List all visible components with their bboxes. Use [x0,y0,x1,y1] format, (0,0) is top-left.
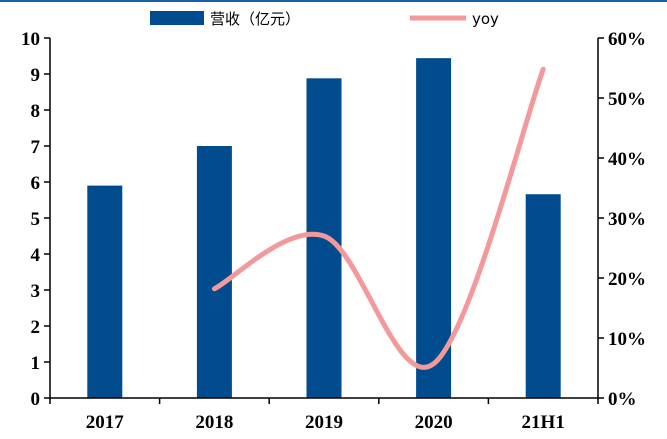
left-tick-label: 4 [31,245,41,266]
left-tick-label: 10 [21,29,40,50]
left-tick-label: 0 [31,389,41,410]
x-tick-label: 2020 [415,412,453,433]
legend-line-label: yoy [472,10,499,28]
x-tick-label: 2018 [195,412,233,433]
x-tick-label: 2019 [305,412,343,433]
left-tick-label: 8 [31,101,41,122]
legend: 营收（亿元） yoy [150,10,499,28]
right-tick-label: 50% [608,89,646,110]
x-tick-label: 2017 [86,412,125,433]
left-tick-label: 6 [31,173,41,194]
bar-2017 [87,185,123,398]
right-tick-label: 40% [608,149,646,170]
bar-series [87,58,561,398]
right-tick-label: 20% [608,269,646,290]
axes: 0 1 2 3 4 5 6 7 8 9 10 0% 10% 20% 30% 40% 50% 60% 2017 2018… [21,29,646,433]
right-tick-label: 10% [608,329,646,350]
left-tick-label: 3 [31,281,41,302]
bar-21H1 [525,194,561,398]
left-tick-label: 2 [31,317,41,338]
left-tick-label: 7 [31,137,41,158]
yoy-line [211,66,546,370]
bar-2018 [196,146,232,398]
x-tick-label: 21H1 [522,412,565,433]
left-tick-label: 5 [31,209,41,230]
right-tick-label: 30% [608,209,646,230]
legend-bar-label: 营收（亿元） [210,10,300,28]
bar-2020 [416,58,452,398]
left-tick-label: 1 [31,353,41,374]
right-tick-label: 0% [608,389,637,410]
right-tick-label: 60% [608,29,646,50]
legend-bar-swatch [150,11,204,25]
left-tick-label: 9 [31,65,41,86]
line-series [211,66,546,370]
